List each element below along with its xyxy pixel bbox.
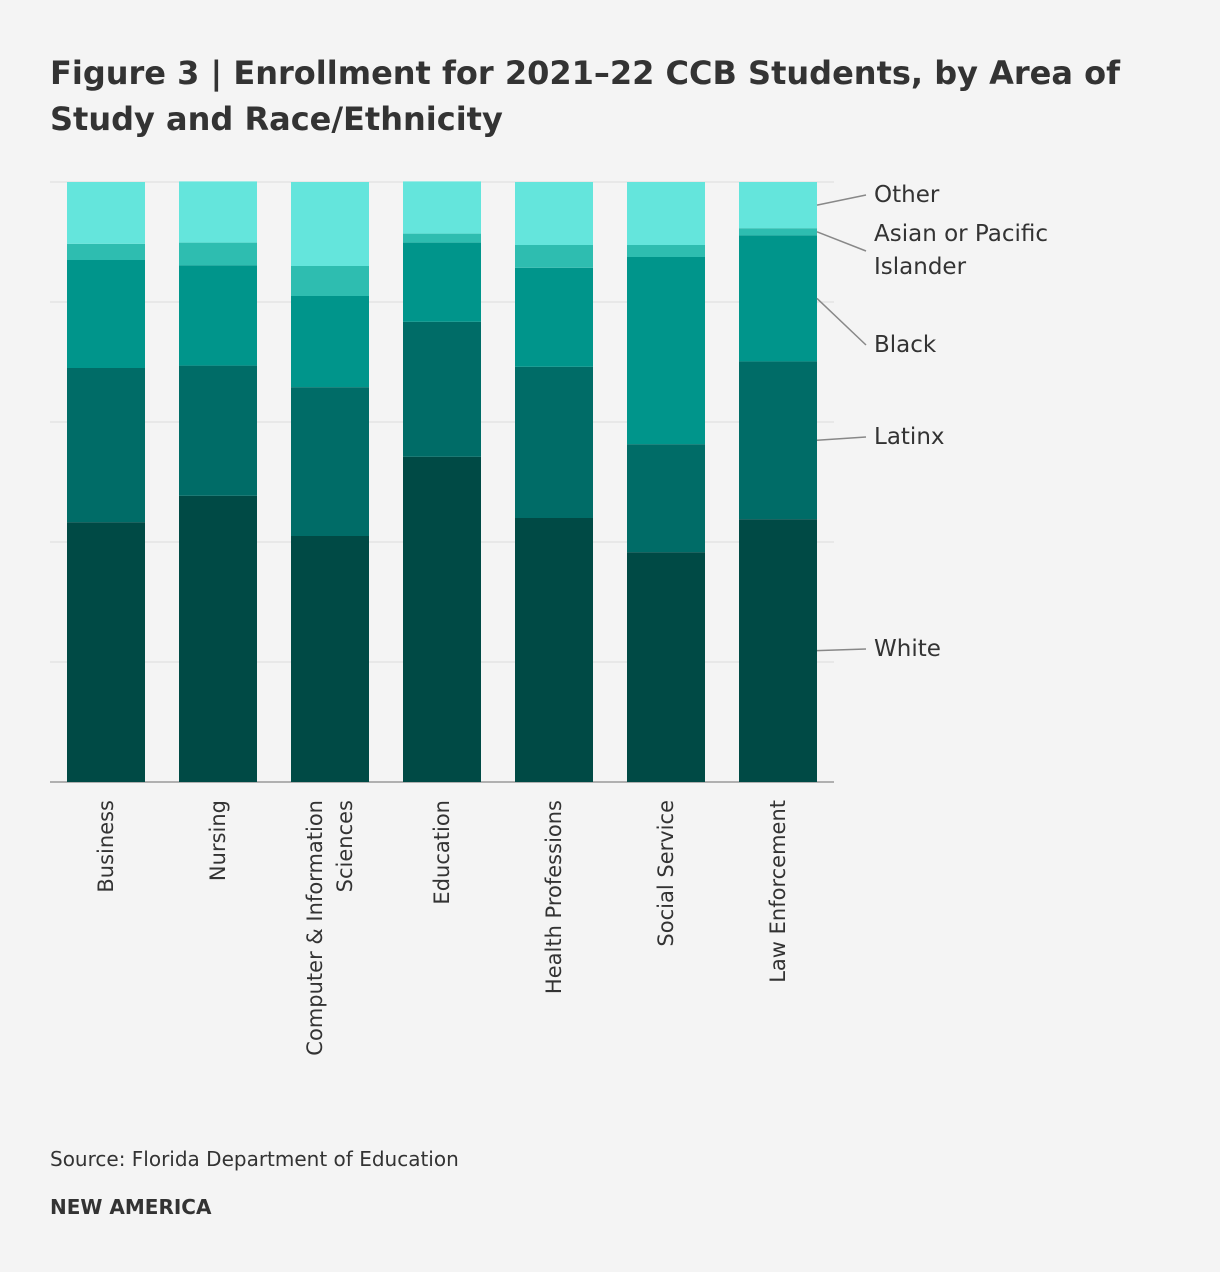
- legend-label: Asian or Pacific Islander: [874, 221, 1049, 280]
- bar-segment: [627, 245, 705, 257]
- bar-segment: [515, 245, 593, 268]
- bar-segment: [515, 182, 593, 245]
- x-tick-label: Nursing: [206, 800, 230, 882]
- bar-segment: [515, 518, 593, 782]
- x-tick-label: Health Professions: [542, 800, 566, 995]
- bar-segment: [67, 522, 145, 782]
- bar-segment: [739, 228, 817, 236]
- x-tick-label: Law Enforcement: [766, 800, 790, 983]
- bar-segment: [627, 552, 705, 782]
- bar-segment: [291, 296, 369, 388]
- leader-line: [816, 648, 867, 652]
- bar-segment: [515, 366, 593, 518]
- bar-segment: [67, 368, 145, 523]
- leader-line: [816, 231, 867, 252]
- x-tick-label: Social Service: [654, 800, 678, 947]
- x-tick-label: Business: [94, 800, 118, 893]
- bar-segment: [403, 321, 481, 457]
- bar-segment: [515, 267, 593, 367]
- bar-segment: [403, 233, 481, 243]
- legend-label: Black: [874, 332, 937, 358]
- source: Source: Florida Department of Education: [50, 1147, 459, 1171]
- bar-segment: [739, 519, 817, 782]
- bar-segment: [627, 257, 705, 445]
- bar-segment: [67, 243, 145, 260]
- legend-label: White: [874, 636, 941, 662]
- bar-segment: [179, 181, 257, 243]
- bar-segment: [627, 444, 705, 553]
- bar-segment: [739, 182, 817, 229]
- legend-label: Other: [874, 182, 940, 208]
- bar-segment: [179, 265, 257, 366]
- bar-segment: [291, 182, 369, 266]
- leader-line: [816, 436, 867, 442]
- bar-segment: [739, 235, 817, 362]
- brand: NEW AMERICA: [50, 1195, 212, 1219]
- bar-segment: [403, 456, 481, 782]
- chart-title: Figure 3 | Enrollment for 2021–22 CCB St…: [50, 54, 1120, 138]
- bar-segment: [403, 242, 481, 322]
- bar-segment: [179, 495, 257, 782]
- x-tick-label: Computer & Information Sciences: [303, 800, 357, 1056]
- bar-segment: [739, 361, 817, 520]
- bar-segment: [67, 260, 145, 368]
- legend-label: Latinx: [874, 424, 945, 450]
- leader-line: [816, 297, 867, 346]
- bar-segment: [291, 536, 369, 782]
- bar-segment: [67, 182, 145, 244]
- bar-segment: [291, 266, 369, 296]
- bar-segment: [179, 365, 257, 496]
- bar-segment: [291, 387, 369, 536]
- bar-segment: [179, 242, 257, 266]
- leader-line: [816, 194, 867, 206]
- bar-segment: [627, 182, 705, 245]
- x-tick-label: Education: [430, 800, 454, 905]
- bar-segment: [403, 181, 481, 234]
